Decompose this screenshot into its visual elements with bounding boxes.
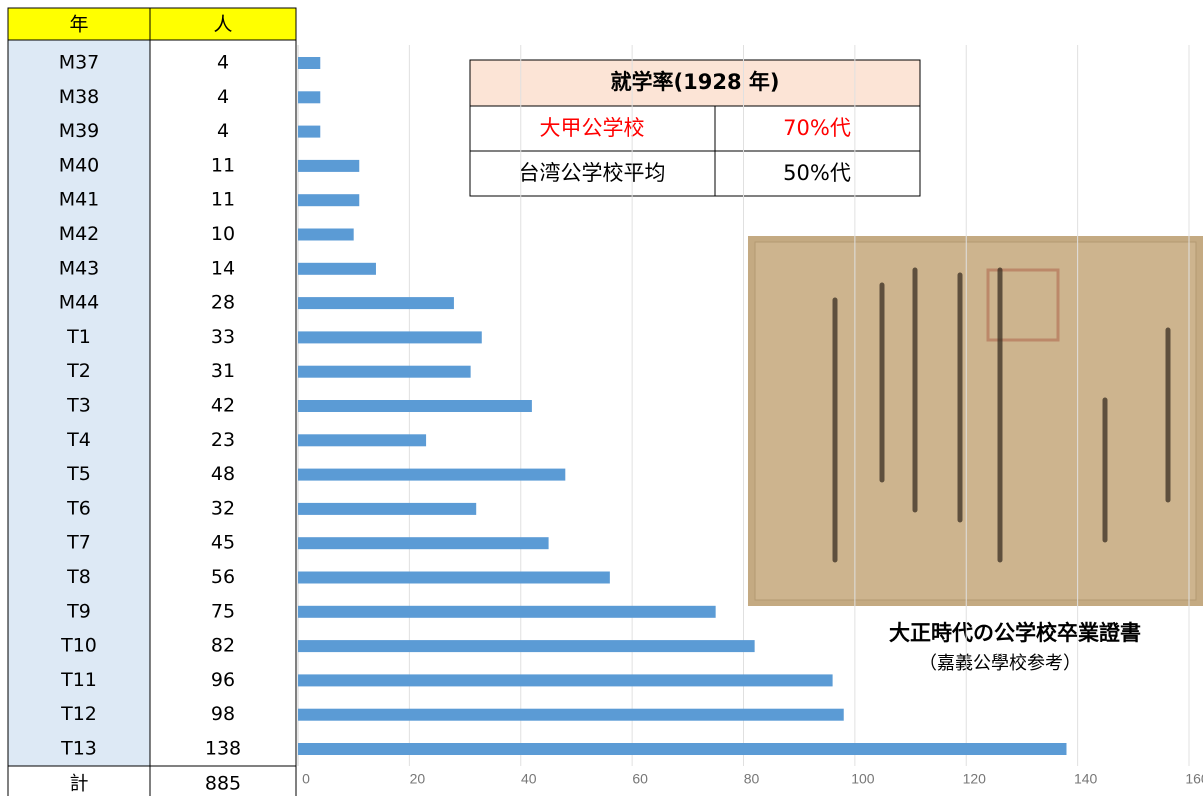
bar	[298, 91, 321, 104]
year-cell: T5	[66, 463, 91, 485]
year-cell: M40	[59, 154, 100, 176]
people-cell: 11	[211, 154, 235, 176]
total-value: 885	[205, 773, 241, 795]
year-cell: T3	[66, 395, 91, 417]
bar	[298, 331, 482, 344]
bar	[298, 537, 549, 550]
bar	[298, 297, 454, 310]
header-year: 年	[69, 14, 88, 36]
year-cell: T11	[60, 669, 97, 691]
bar	[298, 262, 376, 275]
x-tick-label: 120	[963, 771, 987, 787]
year-cell: T12	[60, 703, 97, 725]
x-tick-label: 20	[410, 771, 426, 787]
people-cell: 4	[217, 86, 229, 108]
year-cell: T8	[66, 566, 91, 588]
people-cell: 56	[211, 566, 235, 588]
people-cell: 4	[217, 52, 229, 74]
people-cell: 98	[211, 703, 235, 725]
x-tick-label: 100	[851, 771, 875, 787]
people-cell: 10	[211, 223, 235, 245]
year-cell: T4	[66, 429, 91, 451]
bar	[298, 571, 610, 584]
people-cell: 138	[205, 738, 241, 760]
rate-school: 台湾公学校平均	[519, 161, 666, 185]
people-cell: 96	[211, 669, 235, 691]
people-cell: 33	[211, 326, 235, 348]
people-cell: 28	[211, 292, 235, 314]
bar	[298, 194, 360, 207]
total-label: 計	[69, 773, 88, 795]
x-tick-label: 160	[1185, 771, 1203, 787]
bar	[298, 365, 471, 378]
year-cell: M41	[59, 189, 100, 211]
bar	[298, 640, 755, 653]
x-tick-label: 80	[744, 771, 760, 787]
total-row	[7, 765, 297, 800]
caption-title: 大正時代の公学校卒業證書	[889, 621, 1141, 645]
people-cell: 14	[211, 257, 235, 279]
x-tick-label: 0	[302, 771, 310, 787]
bar	[298, 708, 844, 721]
caption-subtitle: （嘉義公學校参考）	[919, 653, 1081, 674]
calligraphy	[832, 267, 1171, 563]
x-tick-label: 40	[521, 771, 537, 787]
year-cell: M42	[59, 223, 100, 245]
bar	[298, 434, 427, 447]
rate-school: 大甲公学校	[540, 116, 645, 140]
bar	[298, 502, 477, 515]
year-cell: T10	[60, 635, 97, 657]
people-cell: 82	[211, 635, 235, 657]
table-header	[7, 7, 297, 41]
year-cell: M39	[59, 120, 100, 142]
seal	[986, 268, 1060, 342]
bar	[298, 400, 532, 412]
people-cell: 31	[211, 360, 235, 382]
people-cell: 4	[217, 120, 229, 142]
year-cell: T6	[66, 497, 91, 519]
bar	[298, 228, 354, 241]
bar	[298, 674, 833, 687]
people-cell: 42	[211, 395, 235, 417]
rate-value: 50%代	[783, 161, 851, 185]
year-cell: T7	[66, 532, 91, 554]
year-cell: M44	[59, 292, 100, 314]
bar	[298, 605, 716, 618]
year-cell: T9	[66, 600, 91, 622]
year-cell: M37	[59, 52, 100, 74]
x-tick-label: 140	[1074, 771, 1098, 787]
people-cell: 32	[211, 497, 235, 519]
x-tick-label: 60	[632, 771, 648, 787]
people-cell: 75	[211, 600, 235, 622]
rate-value: 70%代	[783, 116, 851, 140]
rate-header	[469, 59, 921, 107]
rate-title: 就学率(1928 年)	[611, 70, 780, 94]
people-cell: 11	[211, 189, 235, 211]
people-cell: 45	[211, 532, 235, 554]
year-cell: M43	[59, 257, 100, 279]
year-cell: T2	[66, 360, 91, 382]
people-cell: 23	[211, 429, 235, 451]
year-cell: M38	[59, 86, 100, 108]
year-column	[8, 40, 150, 766]
header-people: 人	[213, 14, 232, 36]
bar	[298, 125, 321, 138]
certificate-paper	[754, 241, 1197, 601]
people-cell: 48	[211, 463, 235, 485]
year-cell: T13	[60, 738, 97, 760]
bar	[298, 743, 1067, 755]
bar	[298, 468, 566, 481]
bar	[298, 57, 321, 69]
bar	[298, 159, 360, 172]
year-cell: T1	[66, 326, 91, 348]
